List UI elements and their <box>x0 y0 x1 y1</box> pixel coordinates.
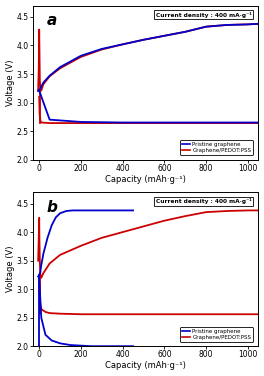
Text: Current density : 400 mA·g⁻¹: Current density : 400 mA·g⁻¹ <box>155 198 252 204</box>
Y-axis label: Voltage (V): Voltage (V) <box>6 59 15 106</box>
Legend: Pristine graphene, Graphene/PEDOT:PSS: Pristine graphene, Graphene/PEDOT:PSS <box>180 140 253 155</box>
X-axis label: Capacity (mAh·g⁻¹): Capacity (mAh·g⁻¹) <box>105 361 186 370</box>
Legend: Pristine graphene, Graphene/PEDOT:PSS: Pristine graphene, Graphene/PEDOT:PSS <box>180 327 253 342</box>
X-axis label: Capacity (mAh·g⁻¹): Capacity (mAh·g⁻¹) <box>105 175 186 184</box>
Text: a: a <box>46 13 57 28</box>
Text: b: b <box>46 200 57 215</box>
Y-axis label: Voltage (V): Voltage (V) <box>6 246 15 293</box>
Text: Current density : 400 mA·g⁻¹: Current density : 400 mA·g⁻¹ <box>155 12 252 18</box>
